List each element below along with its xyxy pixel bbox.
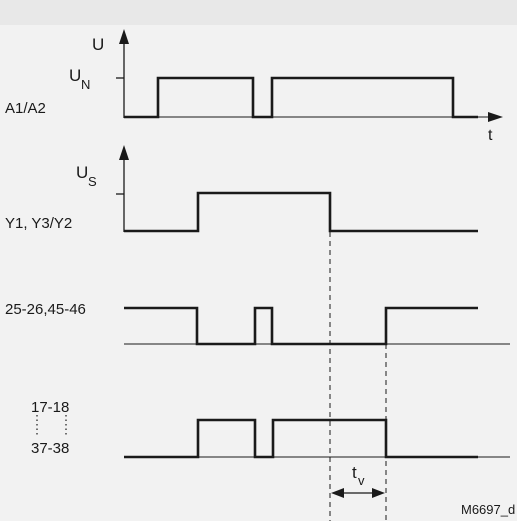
row-no [36,415,510,459]
tv-label-subscript: v [358,473,365,488]
tv-arrow-left [331,488,344,498]
row-label-y1y3y2: Y1, Y3/Y2 [5,215,72,232]
figure-id: M6697_d [461,502,515,517]
tv-label: t [352,463,357,482]
nc-signal [124,306,478,346]
row-label-a1a2: A1/A2 [5,100,46,117]
tv-markers [329,232,387,521]
row-label-no-bottom: 37-38 [31,440,69,457]
row-a1a2 [116,29,503,122]
t-axis-arrow [488,112,503,122]
tv-arrow-right [372,488,385,498]
un-label-subscript: N [81,77,90,92]
t-axis-label: t [488,127,493,144]
no-signal [124,418,478,459]
row-nc [124,306,510,346]
row-y1y3y2 [116,145,478,233]
row-label-no-top: 17-18 [31,399,69,416]
row-label-nc: 25-26,45-46 [5,301,86,318]
us-label-subscript: S [88,174,97,189]
a1a2-signal [124,76,478,119]
u-axis-arrow [119,29,129,44]
un-label: U [69,66,81,85]
us-axis-arrow [119,145,129,160]
y1y3y2-signal [124,191,478,233]
u-axis-label: U [92,35,104,54]
us-label: U [76,163,88,182]
header-band [0,0,517,25]
